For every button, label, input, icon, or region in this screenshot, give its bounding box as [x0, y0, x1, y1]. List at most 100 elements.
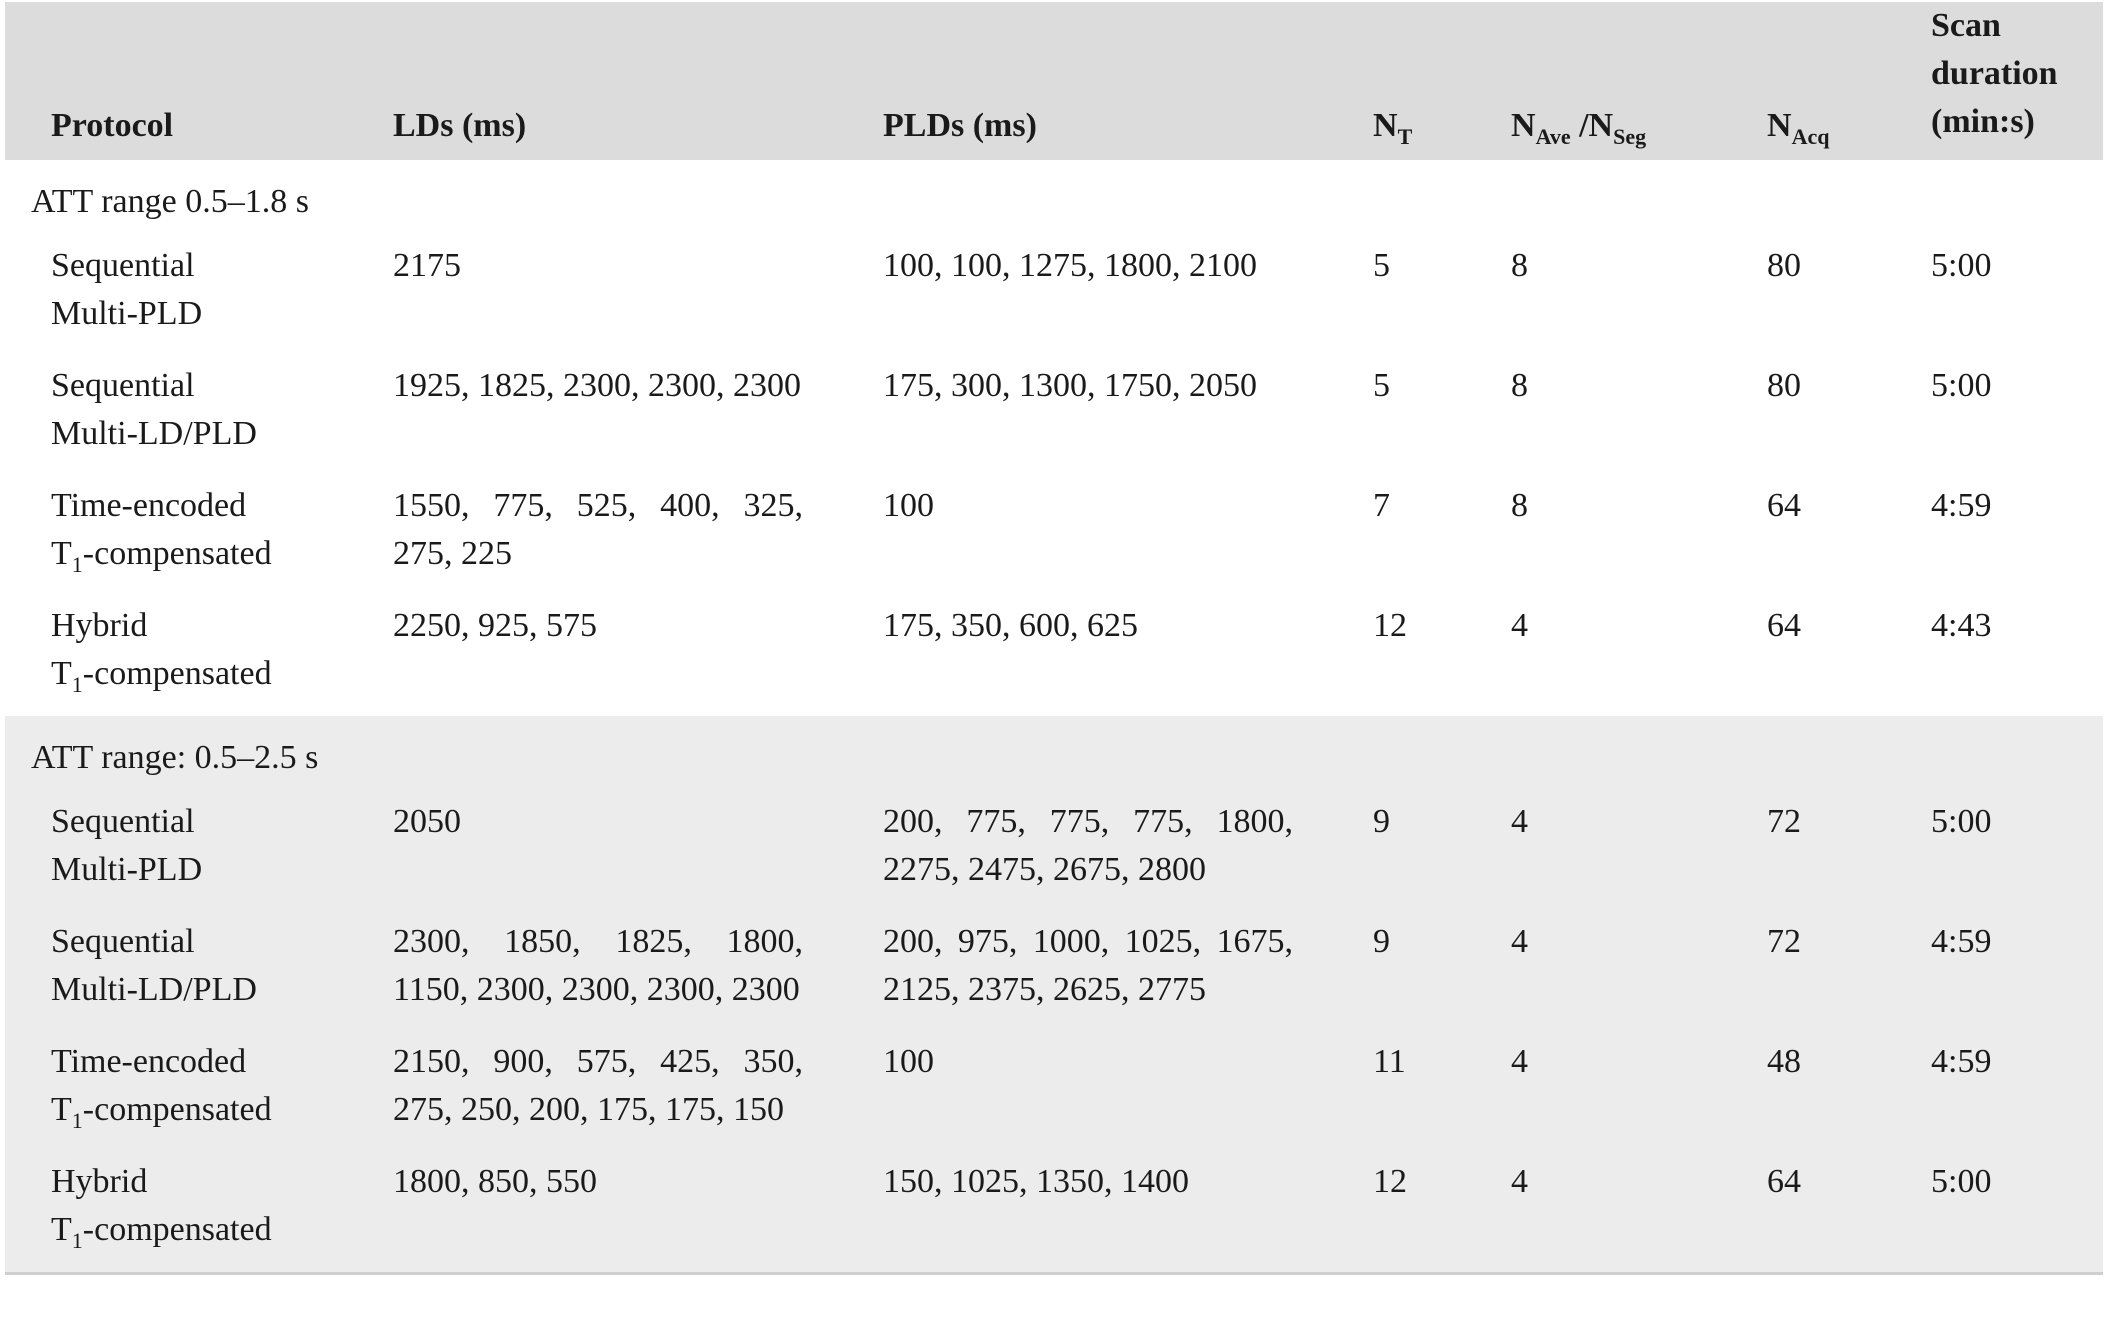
cell-protocol: Hybrid T1-compensated	[5, 1152, 343, 1272]
protocol-line2-text: -compensated	[82, 655, 272, 692]
table-row: Sequential Multi-PLD 2175 100, 100, 1275, 1…	[5, 236, 2103, 356]
cell-nacq: 64	[1767, 487, 1801, 524]
cell-nave-nseg: 4	[1511, 1043, 1528, 1080]
section-label: ATT range: 0.5–2.5 s	[31, 739, 319, 776]
cell-lds: 2250, 925, 575	[393, 607, 597, 644]
protocol-t-symbol: T	[51, 1211, 72, 1248]
cell-nt: 9	[1373, 803, 1390, 840]
cell-nacq: 64	[1767, 607, 1801, 644]
cell-nave-nseg: 4	[1511, 803, 1528, 840]
table-row: Hybrid T1-compensated 2250, 925, 575 175, 3…	[5, 596, 2103, 716]
table-row: Sequential Multi-LD/PLD 2300, 1850, 1825, …	[5, 912, 2103, 1032]
cell-plds: 100	[883, 487, 934, 524]
cell-nacq: 80	[1767, 247, 1801, 284]
protocol-t-symbol: T	[51, 655, 72, 692]
protocol-line2-text: Multi-LD/PLD	[51, 971, 257, 1008]
cell-protocol: Sequential Multi-PLD	[5, 236, 343, 356]
cell-scan-duration: 4:59	[1931, 487, 1992, 524]
protocol-line2: Multi-PLD	[51, 290, 343, 338]
cell-nave-nseg: 4	[1511, 923, 1528, 960]
protocol-line2-text: Multi-PLD	[51, 295, 203, 332]
cell-plds: 100, 100, 1275, 1800, 2100	[883, 247, 1257, 284]
cell-scan-duration: 5:00	[1931, 367, 1992, 404]
cell-scan-duration: 5:00	[1931, 1163, 1992, 1200]
protocol-t-subscript: 1	[71, 672, 83, 697]
cell-scan-duration: 5:00	[1931, 247, 1992, 284]
header-nseg-main: /N	[1570, 107, 1614, 144]
header-nave-main: N	[1511, 107, 1536, 144]
protocol-line1: Sequential	[51, 923, 195, 960]
section-label: ATT range 0.5–1.8 s	[31, 183, 309, 220]
header-nave-nseg: NAve /NSeg	[1461, 2, 1717, 160]
header-lds: LDs (ms)	[393, 107, 527, 144]
cell-nt: 9	[1373, 923, 1390, 960]
header-scan-duration: Scan duration (min:s)	[1881, 2, 2103, 160]
cell-nacq: 72	[1767, 923, 1801, 960]
cell-nave-nseg: 8	[1511, 247, 1528, 284]
header-plds: PLDs (ms)	[883, 107, 1037, 144]
cell-lds: 2150, 900, 575, 425, 350, 275, 250, 200,…	[393, 1043, 803, 1128]
cell-nacq: 48	[1767, 1043, 1801, 1080]
protocol-line1: Hybrid	[51, 1163, 148, 1200]
table-row: Time-encoded T1-compensated 2150, 900, 575…	[5, 1032, 2103, 1152]
cell-scan-duration: 4:59	[1931, 923, 1992, 960]
cell-plds: 200, 775, 775, 775, 1800, 2275, 2475, 26…	[883, 803, 1293, 888]
cell-nt: 11	[1373, 1043, 1406, 1080]
protocol-t-subscript: 1	[71, 552, 83, 577]
cell-nacq: 72	[1767, 803, 1801, 840]
table-row: Hybrid T1-compensated 1800, 850, 550 150, 1…	[5, 1152, 2103, 1272]
cell-lds: 2300, 1850, 1825, 1800, 1150, 2300, 2300…	[393, 923, 803, 1008]
cell-plds: 175, 350, 600, 625	[883, 607, 1138, 644]
cell-nave-nseg: 8	[1511, 487, 1528, 524]
cell-lds: 2050	[393, 803, 461, 840]
cell-nt: 5	[1373, 247, 1390, 284]
protocol-t-subscript: 1	[71, 1108, 83, 1133]
table-header: Protocol LDs (ms) PLDs (ms) NT NAve /NSe…	[5, 2, 2103, 160]
protocol-line2-text: Multi-PLD	[51, 851, 203, 888]
cell-nt: 12	[1373, 607, 1407, 644]
cell-plds: 175, 300, 1300, 1750, 2050	[883, 367, 1257, 404]
header-nave-sub: Ave	[1535, 124, 1571, 149]
table-container: Protocol LDs (ms) PLDs (ms) NT NAve /NSe…	[5, 2, 2103, 1275]
header-dur-line3: (min:s)	[1931, 103, 2035, 140]
cell-lds: 1800, 850, 550	[393, 1163, 597, 1200]
table-row: Time-encoded T1-compensated 1550, 775, 525…	[5, 476, 2103, 596]
cell-nacq: 64	[1767, 1163, 1801, 1200]
cell-plds: 200, 975, 1000, 1025, 1675, 2125, 2375, …	[883, 923, 1293, 1008]
protocol-line2-text: -compensated	[82, 1091, 272, 1128]
protocol-line2: T1-compensated	[51, 530, 343, 578]
protocol-line1: Sequential	[51, 803, 195, 840]
table-body: ATT range 0.5–1.8 s Sequential Multi-PLD 21…	[5, 160, 2103, 1272]
cell-nacq: 80	[1767, 367, 1801, 404]
protocol-t-symbol: T	[51, 535, 72, 572]
header-dur-line2: duration	[1931, 55, 2058, 92]
header-nt-main: N	[1373, 107, 1398, 144]
cell-nt: 5	[1373, 367, 1390, 404]
cell-lds: 1550, 775, 525, 400, 325, 275, 225	[393, 487, 803, 572]
protocol-line2: Multi-LD/PLD	[51, 410, 343, 458]
cell-nave-nseg: 4	[1511, 607, 1528, 644]
protocol-line2: T1-compensated	[51, 1206, 343, 1254]
cell-protocol: Time-encoded T1-compensated	[5, 1032, 343, 1152]
protocol-t-symbol: T	[51, 1091, 72, 1128]
cell-protocol: Hybrid T1-compensated	[5, 596, 343, 716]
cell-scan-duration: 4:43	[1931, 607, 1992, 644]
protocol-table: Protocol LDs (ms) PLDs (ms) NT NAve /NSe…	[5, 2, 2103, 1272]
protocol-line2: Multi-LD/PLD	[51, 966, 343, 1014]
cell-protocol: Sequential Multi-LD/PLD	[5, 356, 343, 476]
protocol-t-subscript: 1	[71, 1228, 83, 1253]
protocol-line1: Hybrid	[51, 607, 148, 644]
cell-scan-duration: 5:00	[1931, 803, 1992, 840]
header-nt: NT	[1323, 2, 1461, 160]
header-nseg-sub: Seg	[1613, 124, 1647, 149]
protocol-line2: T1-compensated	[51, 650, 343, 698]
protocol-line2-text: -compensated	[82, 1211, 272, 1248]
cell-nt: 12	[1373, 1163, 1407, 1200]
protocol-line1: Sequential	[51, 247, 195, 284]
header-row: Protocol LDs (ms) PLDs (ms) NT NAve /NSe…	[5, 2, 2103, 160]
cell-nave-nseg: 4	[1511, 1163, 1528, 1200]
protocol-line2-text: -compensated	[82, 535, 272, 572]
header-nacq-sub: Acq	[1791, 124, 1830, 149]
header-nacq-main: N	[1767, 107, 1792, 144]
protocol-line1: Time-encoded	[51, 487, 247, 524]
